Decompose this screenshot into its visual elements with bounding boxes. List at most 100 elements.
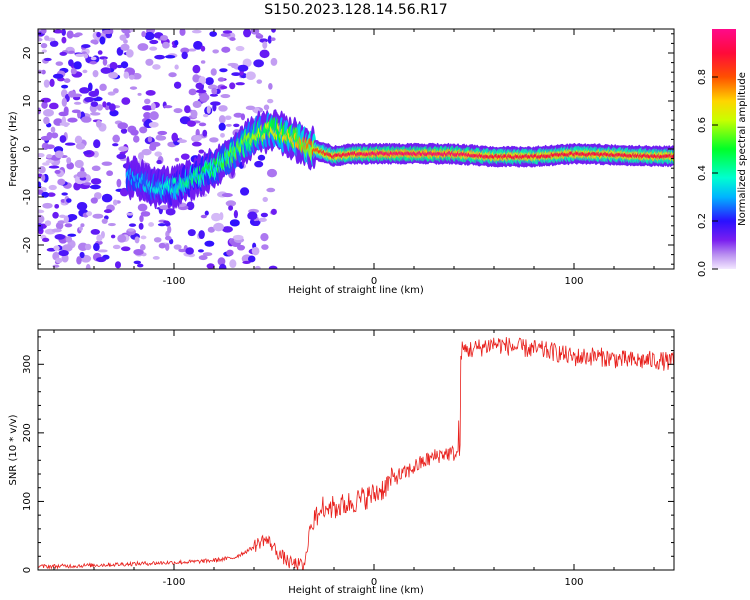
heatmap-noise-cell xyxy=(205,77,214,86)
heatmap-noise-cell xyxy=(141,30,146,38)
heatmap-noise-cell xyxy=(38,222,44,232)
heatmap-noise-cell xyxy=(220,93,231,99)
heatmap-noise-cell xyxy=(79,251,85,259)
heatmap-noise-cell xyxy=(174,64,179,70)
heatmap-noise-cell xyxy=(61,97,68,107)
heatmap-noise-cell xyxy=(90,39,98,44)
heatmap-noise-cell xyxy=(99,36,106,45)
heatmap-noise-cell xyxy=(141,148,152,156)
heatmap-noise-cell xyxy=(229,219,240,227)
heatmap-noise-cell xyxy=(96,31,101,38)
heatmap-noise-cell xyxy=(82,182,92,186)
heatmap-noise-cell xyxy=(41,101,48,109)
heatmap-noise-cell xyxy=(105,105,110,111)
heatmap-noise-cell xyxy=(260,212,268,218)
heatmap-noise-cell xyxy=(73,101,82,105)
heatmap-noise-cell xyxy=(243,29,252,38)
heatmap-noise-cell xyxy=(66,162,75,170)
heatmap-noise-cell xyxy=(149,141,161,147)
heatmap-noise-cell xyxy=(40,43,48,49)
heatmap-noise-cell xyxy=(55,61,64,66)
heatmap-noise-cell xyxy=(112,244,121,250)
heatmap-noise-cell xyxy=(110,234,116,239)
heatmap-noise-cell xyxy=(128,74,135,80)
heatmap-noise-cell xyxy=(119,187,129,197)
heatmap-noise-cell xyxy=(198,122,207,127)
heatmap-noise-cell xyxy=(253,220,260,227)
heatmap-noise-cell xyxy=(202,129,208,137)
heatmap-noise-cell xyxy=(149,111,159,121)
heatmap-noise-cell xyxy=(80,223,85,228)
heatmap-noise-cell xyxy=(99,83,107,92)
heatmap-noise-cell xyxy=(139,244,146,251)
heatmap-noise-cell xyxy=(206,263,215,269)
heatmap-noise-cell xyxy=(50,126,56,133)
heatmap-noise-cell xyxy=(254,160,264,168)
heatmap-noise-cell xyxy=(187,229,196,237)
heatmap-noise-cell xyxy=(137,203,148,212)
colorbar-tick-label: 0.6 xyxy=(697,117,708,133)
heatmap-noise-cell xyxy=(78,226,83,231)
heatmap-noise-cell xyxy=(173,244,182,250)
heatmap-noise-cell xyxy=(262,196,268,202)
y-tick-label: 200 xyxy=(22,423,33,442)
heatmap-noise-cell xyxy=(209,137,219,143)
heatmap-noise-cell xyxy=(270,57,278,66)
heatmap-noise-cell xyxy=(70,67,77,75)
colorbar-tick-label: 0.4 xyxy=(697,165,708,181)
heatmap-noise-cell xyxy=(92,70,99,78)
heatmap-noise-cell xyxy=(204,240,215,247)
heatmap-noise-cell xyxy=(46,132,53,139)
heatmap-noise-cell xyxy=(62,244,73,252)
heatmap-noise-cell xyxy=(137,152,144,161)
heatmap-noise-cell xyxy=(85,264,91,269)
heatmap-noise-cell xyxy=(193,134,203,142)
heatmap-noise-cell xyxy=(51,132,59,139)
heatmap-noise-cell xyxy=(207,226,215,233)
heatmap-noise-cell xyxy=(114,261,122,269)
colorbar: 0.0 0.2 0.4 0.6 0.8 Normalized spectral ampl… xyxy=(697,29,748,277)
heatmap-noise-cell xyxy=(44,220,52,227)
heatmap-noise-cell xyxy=(38,214,45,224)
heatmap-noise-cell xyxy=(73,182,81,191)
heatmap-noise-cell xyxy=(67,117,78,123)
heatmap-noise-cell xyxy=(186,120,197,127)
heatmap-noise-cell xyxy=(162,41,170,49)
heatmap-noise-cell xyxy=(82,69,88,74)
heatmap-noise-cell xyxy=(233,112,243,118)
heatmap-noise-cell xyxy=(220,85,228,90)
heatmap-noise-cell xyxy=(81,116,92,123)
heatmap-noise-cell xyxy=(137,263,144,268)
heatmap-noise-cell xyxy=(84,243,92,251)
colorbar-tick-label: 0.0 xyxy=(697,261,708,277)
heatmap-noise-cell xyxy=(261,244,269,250)
heatmap-noise-cell xyxy=(101,193,113,203)
heatmap-noise-cell xyxy=(74,159,84,169)
heatmap-noise-cell xyxy=(41,49,47,53)
heatmap-noise-cell xyxy=(254,265,261,269)
heatmap-noise-cell xyxy=(271,29,276,33)
heatmap-noise-cell xyxy=(192,64,201,74)
heatmap-noise-cell xyxy=(173,108,183,114)
colorbar-label: Normalized spectral amplitude xyxy=(737,72,748,226)
heatmap-noise-cell xyxy=(54,169,61,174)
heatmap-noise-cell xyxy=(218,122,226,131)
heatmap-noise-cell xyxy=(258,217,267,223)
heatmap-noise-cell xyxy=(38,37,43,42)
heatmap-noise-cell xyxy=(186,201,195,211)
y-tick-label: 0 xyxy=(22,146,33,152)
heatmap-noise-cell xyxy=(116,178,122,188)
heatmap-noise-cell xyxy=(257,154,266,161)
heatmap-noise-cell xyxy=(112,143,119,147)
heatmap-noise-cell xyxy=(195,82,203,89)
heatmap-noise-cell xyxy=(184,105,191,114)
y-tick-label: 300 xyxy=(22,355,33,374)
heatmap-noise-cell xyxy=(222,226,233,233)
heatmap-noise-cell xyxy=(145,90,156,96)
heatmap-noise-cell xyxy=(42,162,50,166)
heatmap-noise-cell xyxy=(192,74,200,83)
colorbar-gradient xyxy=(712,29,736,269)
heatmap-noise-cell xyxy=(129,86,138,90)
